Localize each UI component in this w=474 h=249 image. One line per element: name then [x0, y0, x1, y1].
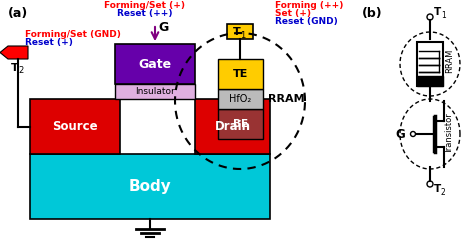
Text: T: T — [434, 7, 441, 17]
Text: Set (+): Set (+) — [275, 9, 311, 18]
Text: 2: 2 — [441, 187, 446, 196]
Bar — [115, 84, 195, 99]
Text: Reset (++): Reset (++) — [117, 9, 173, 18]
Text: 2: 2 — [18, 66, 23, 75]
Text: RRAM: RRAM — [268, 94, 305, 104]
Text: (a): (a) — [8, 7, 28, 20]
Text: 1: 1 — [441, 10, 446, 19]
Text: Reset (+): Reset (+) — [25, 38, 73, 47]
Bar — [417, 42, 443, 86]
Text: T: T — [233, 26, 240, 37]
Text: Reset (GND): Reset (GND) — [275, 17, 338, 26]
Circle shape — [427, 181, 433, 187]
Text: RRAM: RRAM — [445, 49, 454, 73]
Text: Forming/Set (+): Forming/Set (+) — [104, 1, 185, 10]
Bar — [30, 99, 120, 154]
Bar — [218, 109, 263, 139]
Bar — [218, 59, 263, 89]
Bar — [115, 44, 195, 84]
Text: G: G — [158, 20, 168, 34]
Bar — [228, 24, 254, 39]
Text: Body: Body — [128, 179, 172, 194]
Text: Forming/Set (GND): Forming/Set (GND) — [25, 29, 121, 39]
Circle shape — [410, 131, 416, 136]
Text: Insulator: Insulator — [135, 87, 175, 96]
Text: TE: TE — [233, 69, 248, 79]
Text: Transistor: Transistor — [445, 114, 454, 154]
Bar — [195, 99, 270, 154]
Text: HfO₂: HfO₂ — [229, 94, 252, 104]
FancyArrow shape — [0, 46, 28, 59]
Text: G: G — [395, 127, 405, 140]
Text: Forming (++): Forming (++) — [275, 1, 343, 10]
Text: (b): (b) — [362, 7, 383, 20]
Text: Gate: Gate — [138, 58, 172, 70]
Bar — [417, 76, 443, 86]
Text: Source: Source — [52, 120, 98, 133]
Text: 1: 1 — [240, 30, 246, 40]
Text: T: T — [434, 184, 441, 194]
Bar — [30, 154, 270, 219]
Text: T: T — [11, 63, 19, 73]
Text: Drain: Drain — [215, 120, 250, 133]
Bar — [218, 89, 263, 109]
Circle shape — [427, 14, 433, 20]
Text: BE: BE — [233, 119, 248, 129]
